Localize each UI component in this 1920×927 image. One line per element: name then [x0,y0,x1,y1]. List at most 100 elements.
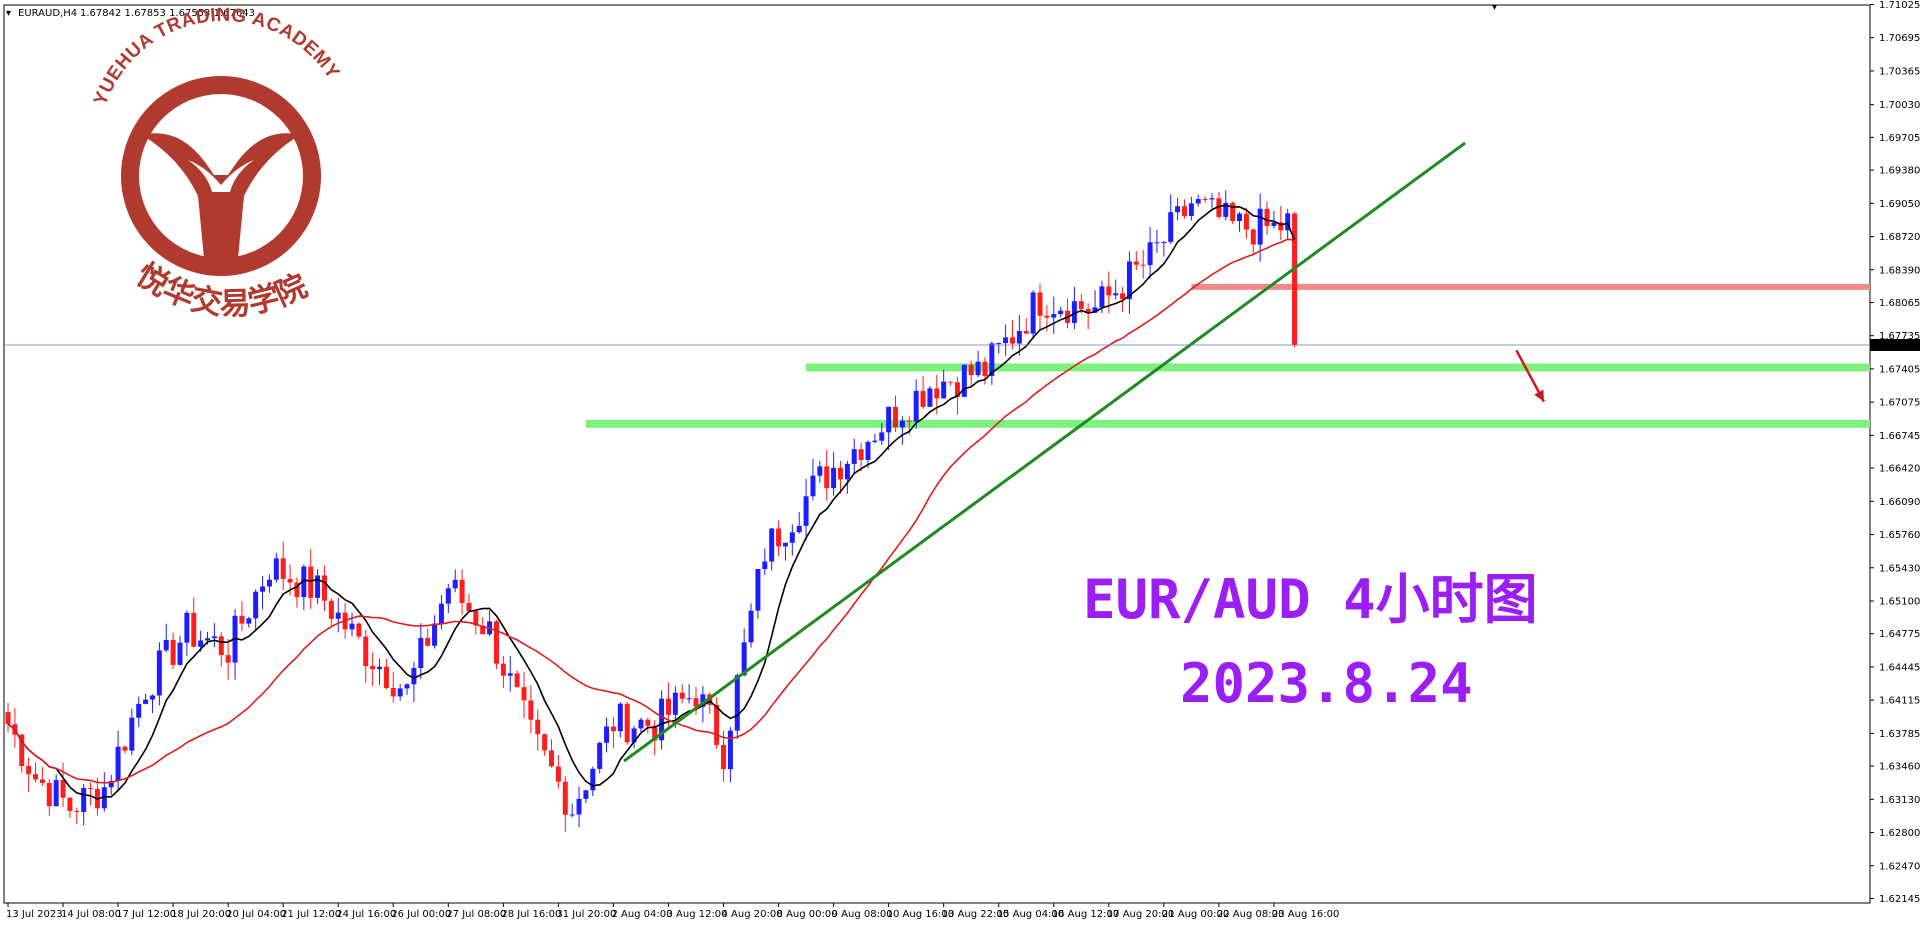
candle [335,597,341,633]
candle-body [535,719,541,735]
candle [535,709,541,751]
candle [590,766,596,797]
candle [260,575,266,610]
candle [1051,296,1057,334]
candle-body [803,496,809,526]
x-tick-label: 18 Jul 20:00 [171,909,231,920]
candle-body [590,768,596,791]
x-tick-label: 17 Aug 20:00 [1107,909,1174,920]
candle [961,364,967,398]
candle [734,673,740,739]
y-tick-label: 1.64115 [1879,696,1920,707]
down-arrow-head-icon [1534,389,1544,402]
y-tick-label: 1.69705 [1879,133,1920,144]
candle-body [170,639,176,665]
candle [108,774,114,795]
candle-body [1209,198,1215,200]
x-tick-label: 13 Aug 22:00 [942,909,1009,920]
candle-body [631,728,637,743]
candle-body [796,525,802,533]
candle [33,762,39,783]
candle-body [205,638,211,641]
candle-body [60,780,66,798]
candle-body [363,636,369,666]
candle-body [163,639,169,651]
candle [149,694,155,714]
candle-body [493,621,499,664]
x-tick-label: 14 Jul 08:00 [61,909,121,920]
y-tick-label: 1.63460 [1879,762,1920,773]
x-tick-label: 9 Aug 08:00 [832,909,893,920]
candle-body [617,703,623,732]
candle-body [1085,308,1091,313]
candle-body [844,463,850,480]
x-tick-label: 23 Aug 16:00 [1272,909,1339,920]
candle [60,762,66,808]
candle-body [294,582,300,598]
y-tick-label: 1.70030 [1879,100,1920,111]
candle [831,452,837,496]
candle-body [1257,208,1263,245]
candle-body [755,568,761,611]
candle [425,628,431,647]
candle [1023,318,1029,334]
candle-body [762,561,768,569]
candle [273,552,279,583]
candle-body [81,787,87,813]
y-tick-label: 1.66745 [1879,431,1920,442]
candle [53,774,59,807]
chart-overlays [623,141,1546,763]
candle-body [184,612,190,643]
scroll-triangle-icon[interactable]: ▾ [1492,2,1497,13]
candle [26,757,32,793]
candle-body [397,688,403,697]
candle [1113,279,1119,300]
candle-body [817,466,823,476]
candle-body [1078,301,1084,309]
candle [1250,228,1256,256]
candle-body [301,566,307,598]
menu-triangle-icon[interactable]: ▾ [6,8,11,19]
price-zones [585,283,1871,428]
candle [225,639,231,680]
candle [879,422,885,446]
candle-body [239,615,245,624]
candle [253,589,259,632]
candle [521,671,527,719]
candle [246,616,252,628]
candle [776,520,782,557]
candle [500,655,506,688]
candle [1009,320,1015,350]
candle [948,381,954,386]
x-tick-label: 8 Aug 00:00 [777,909,838,920]
candle-body [886,406,892,433]
candle-body [1188,203,1194,216]
y-tick-label: 1.66420 [1879,464,1920,475]
candle-body [975,361,981,376]
candle [377,658,383,685]
candle [645,717,651,734]
candle-body [555,766,561,782]
candle [721,730,727,782]
candle [1271,210,1277,229]
candle-body [1147,242,1153,266]
candle [549,739,555,768]
uptrend-line [623,141,1467,763]
candle-body [1009,337,1015,344]
candle-body [136,703,142,718]
candle-body [996,343,1002,345]
candle-body [700,694,706,707]
candle-body [1071,301,1077,323]
candle [418,623,424,680]
candle [514,670,520,688]
candle [177,635,183,666]
candle [170,632,176,669]
candlestick-series [5,190,1298,832]
candle-body [1230,202,1236,222]
candle [762,548,768,575]
candle-body [211,636,217,639]
candle [466,594,472,613]
candle [597,741,603,774]
candle [1037,283,1043,330]
candle [1278,205,1284,240]
